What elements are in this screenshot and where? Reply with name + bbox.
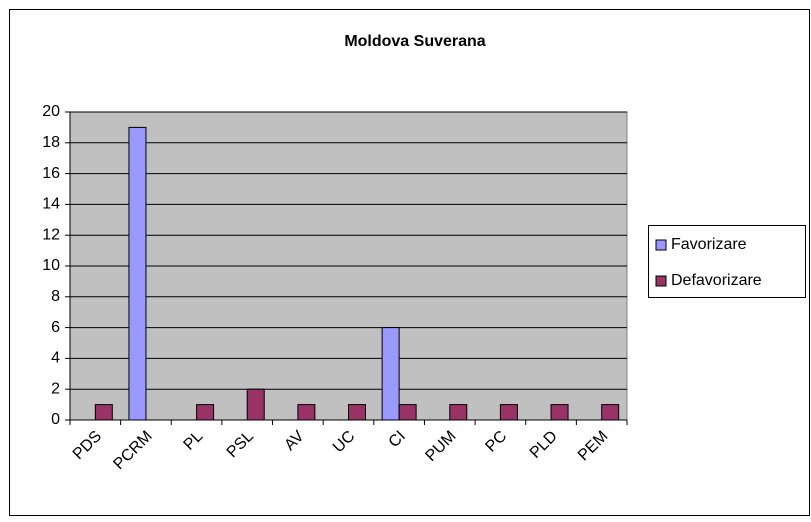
y-tick-label: 16	[42, 165, 60, 182]
y-tick-label: 0	[51, 411, 60, 428]
bar	[196, 404, 215, 421]
legend-swatch	[655, 239, 667, 251]
y-tick-label: 14	[42, 196, 60, 213]
y-tick-label: 10	[42, 257, 60, 274]
y-tick-label: 4	[51, 350, 60, 367]
y-tick-label: 18	[42, 134, 60, 151]
bar	[449, 404, 468, 421]
y-tick-label: 12	[42, 226, 60, 243]
legend-label: Defavorizare	[671, 272, 762, 289]
bar	[381, 327, 400, 421]
y-tick-label: 2	[51, 380, 60, 397]
y-tick-label: 20	[42, 103, 60, 120]
legend	[648, 225, 806, 298]
bar	[128, 126, 147, 421]
bar	[398, 404, 417, 421]
y-tick-label: 6	[51, 319, 60, 336]
legend-label: Favorizare	[671, 236, 747, 253]
bar	[550, 404, 569, 421]
bar	[246, 388, 265, 421]
bar	[297, 404, 316, 421]
bar	[348, 404, 366, 421]
bar	[499, 404, 518, 421]
y-tick-label: 8	[51, 288, 60, 305]
bar	[601, 404, 620, 421]
bar	[94, 404, 113, 421]
chart-title: Moldova Suverana	[344, 33, 485, 50]
legend-swatch	[655, 275, 667, 287]
